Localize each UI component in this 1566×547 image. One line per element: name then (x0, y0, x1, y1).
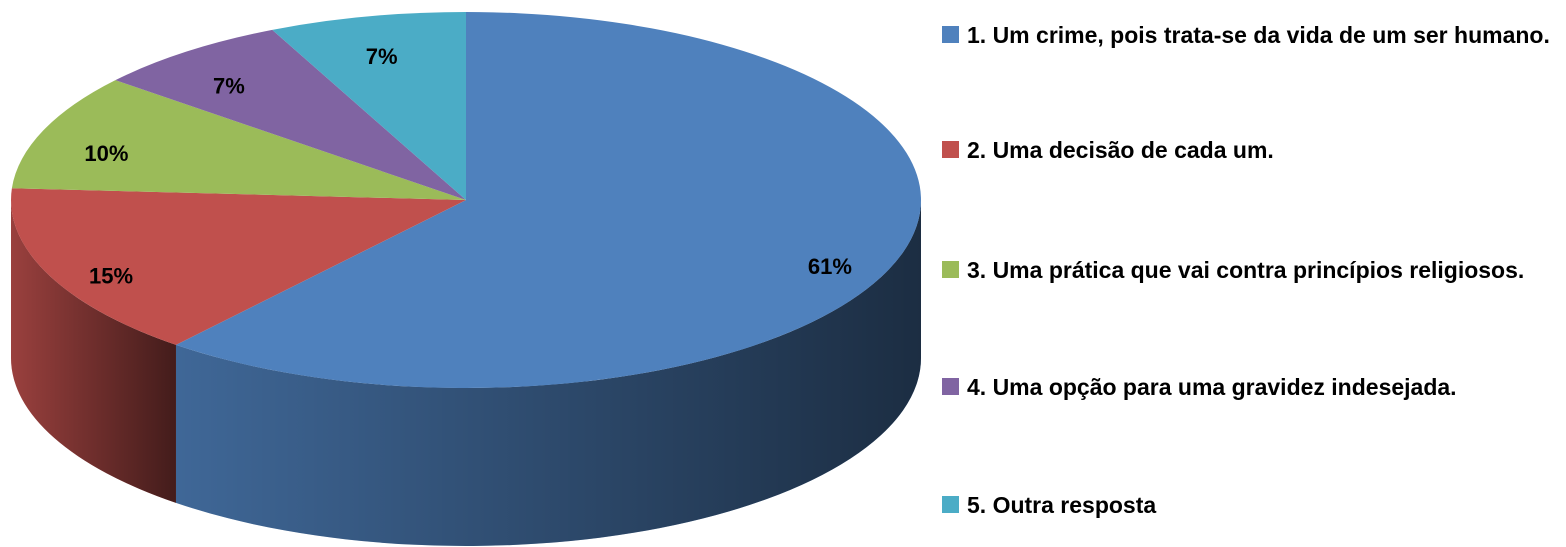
legend-swatch (942, 496, 959, 513)
slice-side-shade (11, 200, 176, 503)
data-label: 61% (808, 254, 852, 279)
data-label: 7% (366, 44, 398, 69)
legend-label: 5. Outra resposta (967, 492, 1157, 518)
data-label: 7% (213, 74, 245, 99)
legend-label: 4. Uma opção para uma gravidez indesejad… (967, 374, 1457, 400)
slice (11, 80, 467, 200)
data-label: 15% (89, 263, 133, 288)
legend-label: 2. Uma decisão de cada um. (967, 137, 1274, 163)
slice (272, 11, 466, 200)
pie-chart: 61% 15% 10% 7% 7% (10, 11, 922, 546)
slice-side-shade (175, 200, 921, 546)
legend-item: 5. Outra resposta (942, 488, 1557, 522)
legend-swatch (942, 141, 959, 158)
slice (10, 188, 466, 345)
legend-item: 2. Uma decisão de cada um. (942, 133, 1557, 167)
legend-label: 3. Uma prática que vai contra princípios… (967, 257, 1525, 283)
slice (115, 29, 466, 200)
legend-label: 1. Um crime, pois trata-se da vida de um… (967, 22, 1550, 48)
legend-swatch (942, 261, 959, 278)
data-label: 10% (84, 141, 128, 166)
slice (175, 12, 922, 389)
legend-item: 3. Uma prática que vai contra princípios… (942, 253, 1557, 287)
legend-item: 4. Uma opção para uma gravidez indesejad… (942, 370, 1557, 404)
legend-swatch (942, 26, 959, 43)
legend-item: 1. Um crime, pois trata-se da vida de um… (942, 18, 1557, 52)
legend-swatch (942, 378, 959, 395)
